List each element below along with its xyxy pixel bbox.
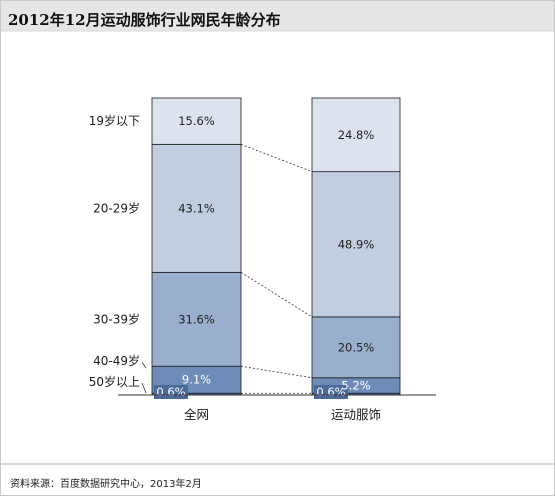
bar-segment: [311, 316, 401, 379]
segment-value-label: 15.6%: [178, 114, 215, 128]
segment-value-label: 0.6%: [156, 385, 185, 399]
segment-value-label: 20.5%: [338, 340, 375, 354]
segment-value-label: 5.2%: [341, 378, 370, 392]
segment-value-label: 31.6%: [178, 312, 215, 326]
source-note: 资料来源：百度数据研究中心，2013年2月: [10, 479, 202, 490]
category-label: 运动服饰: [331, 407, 381, 422]
category-label: 全网: [184, 407, 209, 422]
bar-segment: [151, 271, 242, 367]
legend-label: 30-39岁: [93, 311, 140, 326]
legend-label: 50岁以上: [89, 374, 140, 389]
segment-value-label: 48.9%: [338, 237, 375, 251]
header-bar: [1, 1, 554, 31]
bar-segment: [311, 97, 401, 173]
bar-segment: [151, 97, 242, 145]
legend-label: 40-49岁: [93, 353, 140, 368]
page-title: 2012年12月运动服饰行业网民年龄分布: [8, 11, 281, 29]
connector-line: [240, 272, 313, 318]
legend-label: 20-29岁: [93, 200, 140, 215]
segment-value-label: 24.8%: [338, 128, 375, 142]
bar-segment: [311, 171, 401, 318]
stacked-bar-chart: 0.6% 0.6%9.1% 5.2%31.6%20.5%43.1%48.9%15.6…: [89, 97, 436, 422]
bar-segment: [151, 143, 242, 273]
label-tick: [141, 382, 147, 394]
segment-value-label: 43.1%: [178, 201, 215, 215]
label-tick: [141, 361, 147, 369]
connector-line: [240, 143, 313, 173]
legend-label: 19岁以下: [89, 113, 140, 128]
segment-value-label: 9.1%: [182, 373, 211, 387]
